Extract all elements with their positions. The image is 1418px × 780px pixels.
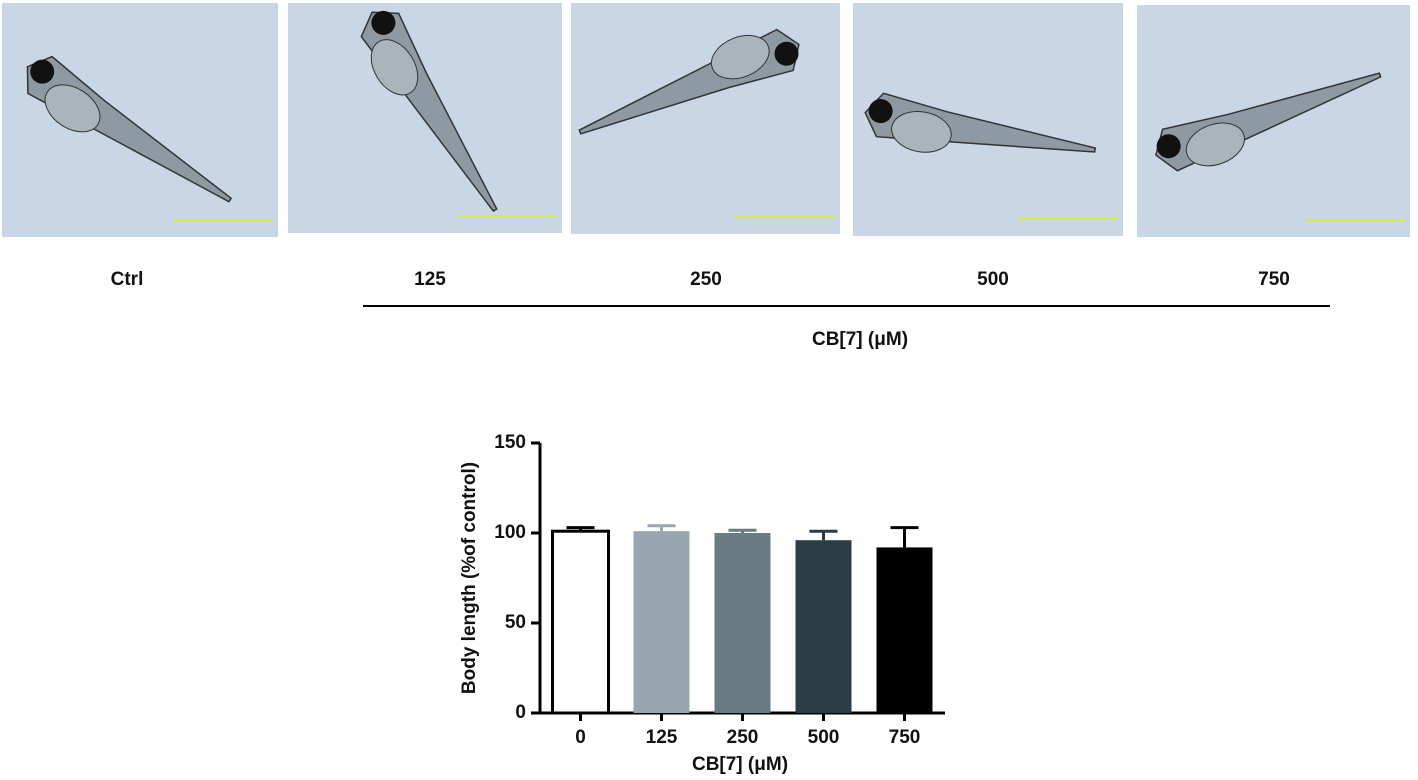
x-tick-label: 125 — [646, 727, 678, 748]
larva — [578, 28, 800, 135]
larva-eye — [1156, 134, 1181, 159]
larva-eye — [774, 41, 799, 66]
x-tick-label: 500 — [808, 727, 840, 748]
panel-label: 125 — [414, 269, 446, 290]
larva-yolk — [44, 84, 101, 133]
y-axis-label: Body length (%of control) — [459, 462, 480, 694]
x-tick-label: 750 — [889, 727, 921, 748]
larva — [360, 10, 498, 213]
panel-label: 500 — [977, 269, 1009, 290]
photo — [2, 3, 278, 237]
bar — [876, 547, 933, 713]
x-tick-label: 250 — [727, 727, 759, 748]
panel-label: Ctrl — [111, 269, 144, 290]
y-tick-label: 100 — [494, 522, 526, 543]
larva — [26, 55, 233, 203]
y-tick-label: 50 — [505, 612, 526, 633]
group-label: CB[7] (μM) — [812, 329, 908, 350]
panel-label: 750 — [1258, 269, 1290, 290]
bar — [551, 529, 610, 715]
panel-label: 250 — [690, 269, 722, 290]
larva-eye — [371, 10, 396, 35]
bar — [633, 531, 690, 713]
larva-yolk — [1185, 122, 1245, 167]
y-tick-label: 150 — [494, 432, 526, 453]
larva — [864, 92, 1097, 153]
x-tick-label: 0 — [575, 727, 586, 748]
larva-eye — [30, 59, 55, 84]
larva-yolk — [891, 111, 952, 153]
photo-panels — [2, 3, 1410, 237]
larva-eye — [868, 99, 893, 124]
larva-yolk — [370, 39, 419, 96]
y-tick-label: 0 — [515, 702, 526, 723]
larva-yolk — [710, 34, 770, 80]
bar — [795, 540, 852, 713]
bar — [714, 533, 771, 713]
x-axis-label: CB[7] (μM) — [692, 754, 788, 775]
larva — [1155, 72, 1382, 172]
